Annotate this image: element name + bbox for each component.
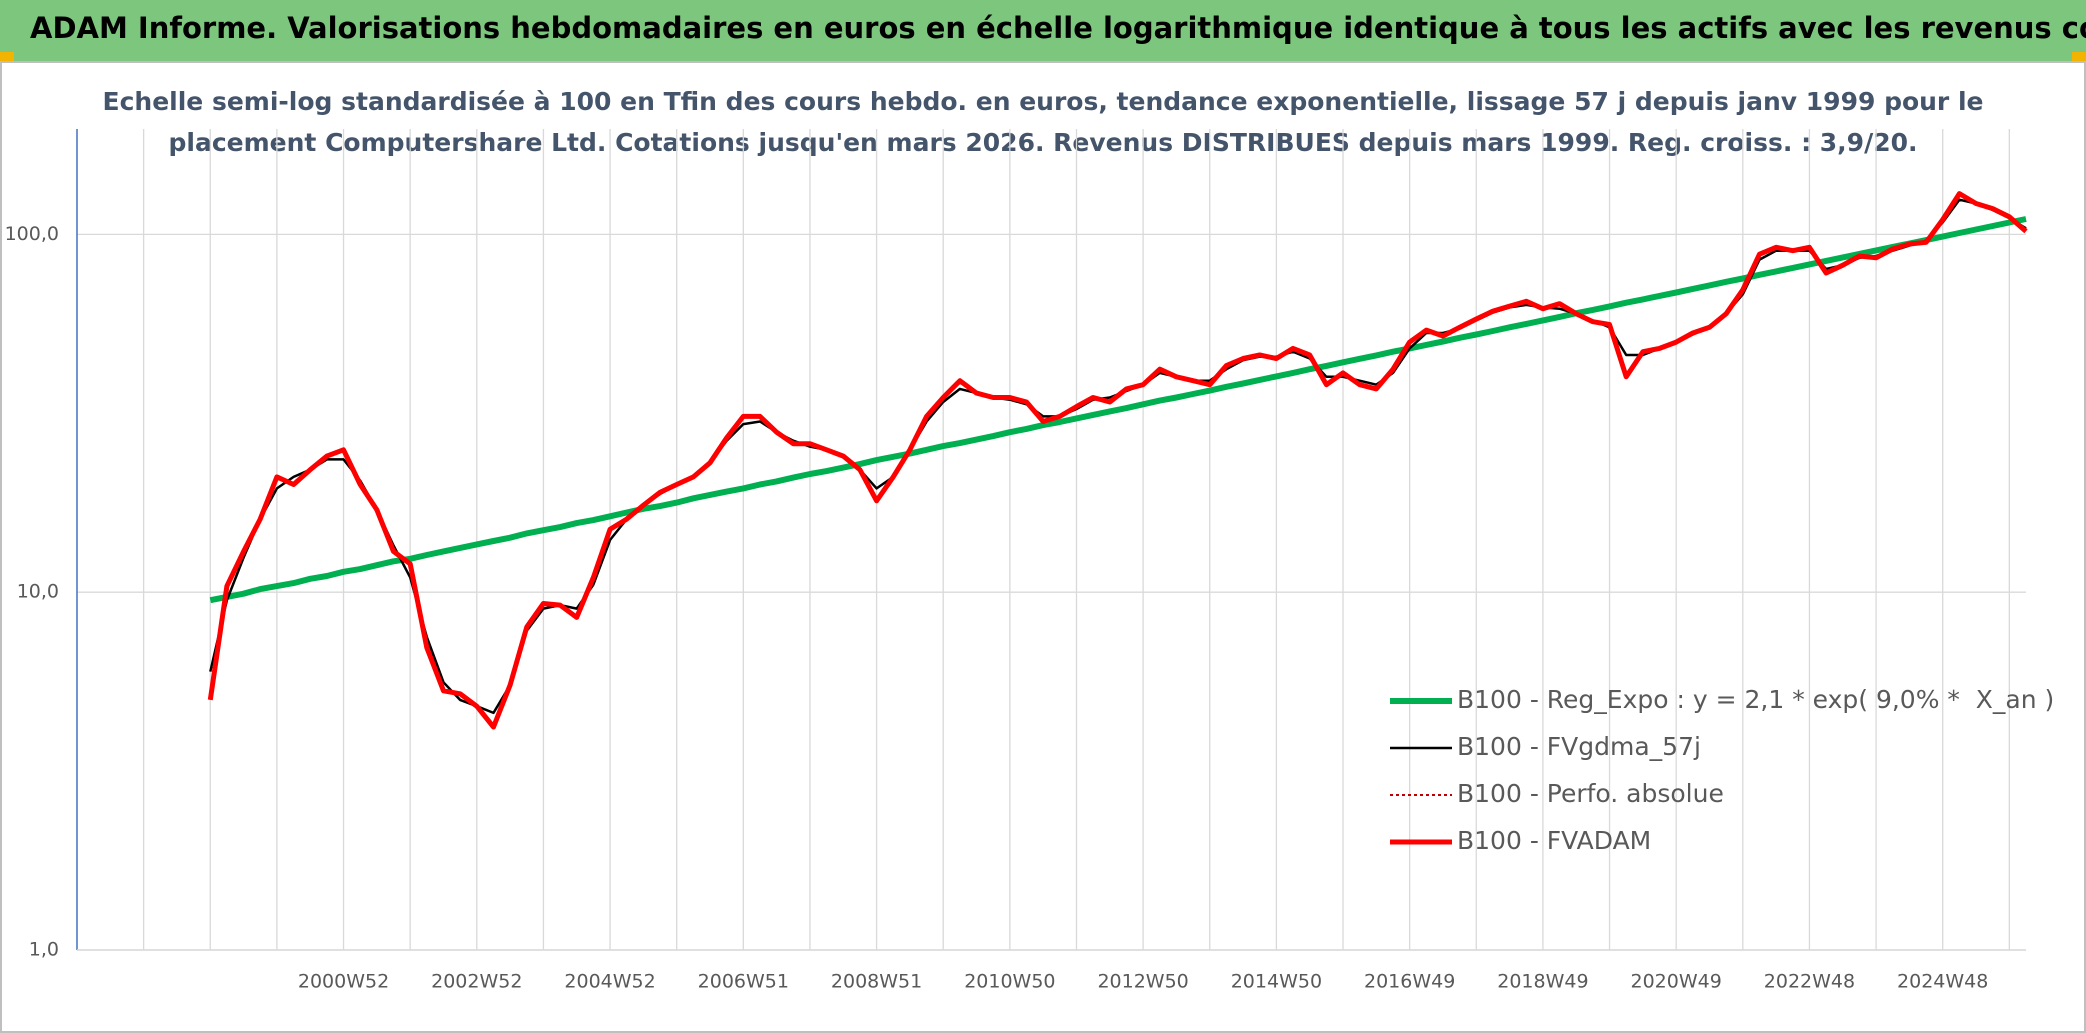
legend-label: B100 - Perfo. absolue <box>1457 779 1724 808</box>
x-tick-label: 2012W50 <box>1097 971 1188 993</box>
x-tick-label: 2002W52 <box>431 971 522 993</box>
x-tick-label: 2024W48 <box>1897 971 1988 993</box>
x-tick-label: 2022W48 <box>1764 971 1855 993</box>
x-tick-label: 2018W49 <box>1497 971 1588 993</box>
x-tick-label: 2014W50 <box>1231 971 1322 993</box>
legend-label: B100 - FVgdma_57j <box>1457 732 1701 761</box>
corner-mark <box>2072 52 2086 62</box>
x-tick-label: 2000W52 <box>298 971 389 993</box>
series-line <box>207 191 2028 730</box>
x-tick-label: 2006W51 <box>698 971 789 993</box>
legend: B100 - Reg_Expo : y = 2,1 * exp( 9,0% * … <box>1390 685 2054 855</box>
title-bar <box>0 0 2086 62</box>
x-tick-label: 2010W50 <box>964 971 1055 993</box>
x-tick-label: 2008W51 <box>831 971 922 993</box>
chart-subtitle: placement Computershare Ltd. Cotations j… <box>169 128 1918 157</box>
x-tick-label: 2004W52 <box>564 971 655 993</box>
x-tick-label: 2016W49 <box>1364 971 1455 993</box>
corner-mark <box>0 52 14 62</box>
x-tick-label: 2020W49 <box>1631 971 1722 993</box>
chart-title: ADAM Informe. Valorisations hebdomadaire… <box>30 11 2086 45</box>
series-line <box>209 216 2027 604</box>
y-tick-label: 100,0 <box>5 223 59 245</box>
y-tick-label: 1,0 <box>29 939 59 961</box>
chart-border <box>0 61 2086 1033</box>
legend-label: B100 - Reg_Expo : y = 2,1 * exp( 9,0% * … <box>1457 685 2054 714</box>
grid: 1,0 10,0 100,0 2000W52 2002W52 2004W52 2006W51… <box>5 129 2026 993</box>
plot-area <box>207 191 2028 730</box>
y-tick-label: 10,0 <box>17 581 59 603</box>
legend-label: B100 - FVADAM <box>1457 826 1651 855</box>
chart-subtitle: Echelle semi-log standardisée à 100 en T… <box>103 87 1984 116</box>
